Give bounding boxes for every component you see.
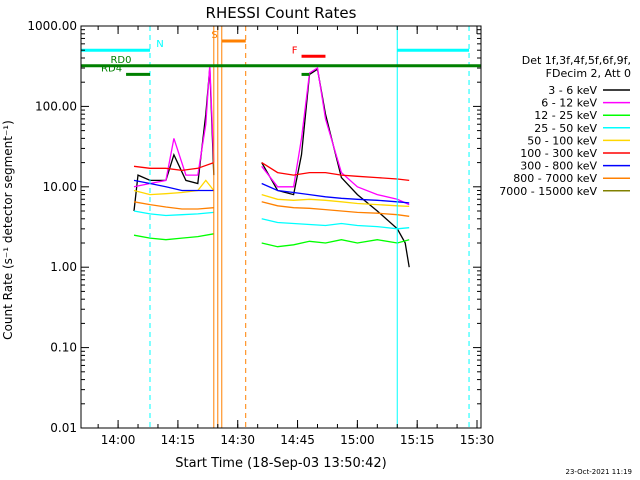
x-tick-label-6: 15:30 [460,433,495,447]
legend-label-3: 25 - 50 keV [534,122,597,135]
x-tick-label-1: 14:15 [161,433,196,447]
y-tick-label-1: 100.00 [35,99,77,113]
y-tick-label-5: 0.01 [50,421,77,435]
axis-layer: 14:00 14:15 14:30 14:45 15:00 15:15 15:30 1000.… [27,19,494,447]
flag-label-5: RD4 [101,63,122,74]
y-tick-label-0: 1000.00 [27,19,77,33]
x-tick-label-5: 15:15 [400,433,435,447]
flag-label-2: S [211,30,217,41]
legend: Det 1f,3f,4f,5f,6f,9f, FDecim 2, Att 0 3… [499,54,631,198]
x-tick-label-0: 14:00 [101,433,136,447]
flag-label-0: N [156,39,163,50]
legend-label-7: 800 - 7000 keV [513,172,597,185]
series-line-2 [133,233,410,248]
plot-frame [80,25,482,429]
series-line-4 [133,179,410,208]
y-axis-label: Count Rate (s⁻¹ detector segment⁻¹) [1,120,15,340]
series-line-6 [133,179,410,204]
legend-label-6: 300 - 800 keV [520,160,597,173]
x-axis-label: Start Time (18-Sep-03 13:50:42) [175,456,386,471]
legend-label-0: 3 - 6 keV [548,84,597,97]
x-tick-label-4: 15:00 [340,433,375,447]
flag-label-4: RD0 [110,55,131,66]
y-tick-label-4: 0.10 [50,341,77,355]
series-line-3 [133,210,410,230]
chart-title: RHESSI Count Rates [206,4,357,22]
legend-label-1: 6 - 12 keV [541,97,597,110]
y-tick-label-3: 1.00 [50,260,77,274]
legend-header-1: Det 1f,3f,4f,5f,6f,9f, [522,54,631,67]
series-line-1 [133,64,410,206]
legend-label-4: 50 - 100 keV [527,134,597,147]
timestamp: 23-Oct-2021 11:19 [566,468,632,476]
legend-label-5: 100 - 300 keV [520,147,597,160]
legend-label-2: 12 - 25 keV [534,109,597,122]
series-layer [133,64,410,268]
flag-label-3: F [292,45,298,56]
series-line-5 [133,161,410,182]
series-line-0 [133,67,410,268]
x-tick-label-3: 14:45 [280,433,315,447]
x-tick-label-2: 14:30 [220,433,255,447]
legend-header-2: FDecim 2, Att 0 [546,67,631,80]
series-line-7 [133,201,410,217]
y-tick-label-2: 10.00 [43,180,77,194]
legend-label-8: 7000 - 15000 keV [499,185,597,198]
